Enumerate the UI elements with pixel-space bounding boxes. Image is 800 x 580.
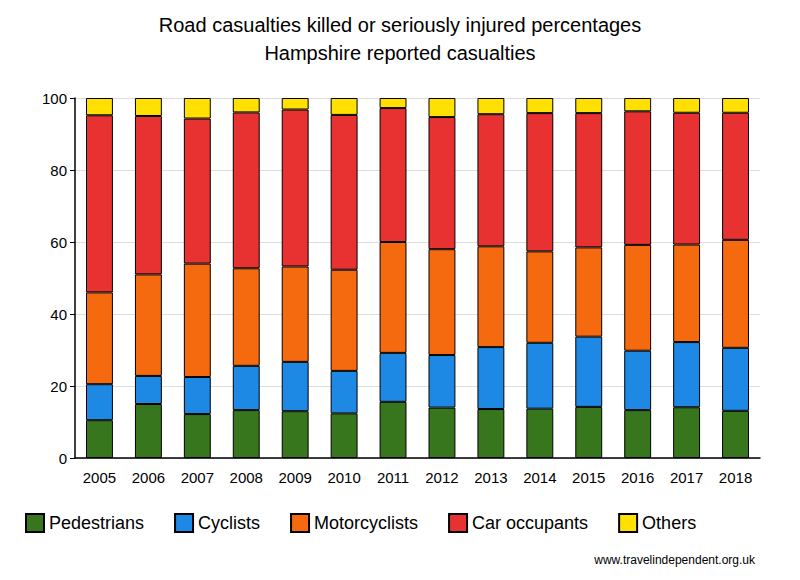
svg-text:2011: 2011: [377, 469, 409, 486]
svg-text:2017: 2017: [670, 469, 703, 486]
svg-text:Others: Others: [642, 513, 696, 533]
svg-text:60: 60: [50, 234, 67, 251]
svg-text:2012: 2012: [425, 469, 458, 486]
svg-text:2005: 2005: [83, 469, 116, 486]
svg-text:Car occupants: Car occupants: [472, 513, 588, 533]
svg-text:2015: 2015: [572, 469, 605, 486]
svg-text:2018: 2018: [719, 469, 752, 486]
svg-text:Motorcyclists: Motorcyclists: [314, 513, 418, 533]
svg-text:40: 40: [50, 306, 67, 323]
svg-text:2007: 2007: [181, 469, 214, 486]
svg-text:Cyclists: Cyclists: [198, 513, 260, 533]
svg-text:100: 100: [42, 90, 67, 107]
svg-text:2008: 2008: [230, 469, 263, 486]
svg-text:2006: 2006: [132, 469, 165, 486]
svg-text:80: 80: [50, 162, 67, 179]
svg-text:www.travelindependent.org.uk: www.travelindependent.org.uk: [593, 553, 756, 567]
svg-text:0: 0: [59, 450, 67, 467]
svg-text:2014: 2014: [523, 469, 556, 486]
svg-text:2009: 2009: [278, 469, 311, 486]
svg-text:2010: 2010: [327, 469, 360, 486]
svg-text:Road casualties killed or seri: Road casualties killed or seriously inju…: [159, 14, 641, 36]
svg-text:20: 20: [50, 378, 67, 395]
svg-text:2016: 2016: [621, 469, 654, 486]
svg-text:2013: 2013: [474, 469, 507, 486]
svg-text:Pedestrians: Pedestrians: [49, 513, 144, 533]
svg-text:Hampshire reported casualties: Hampshire reported casualties: [264, 42, 535, 64]
